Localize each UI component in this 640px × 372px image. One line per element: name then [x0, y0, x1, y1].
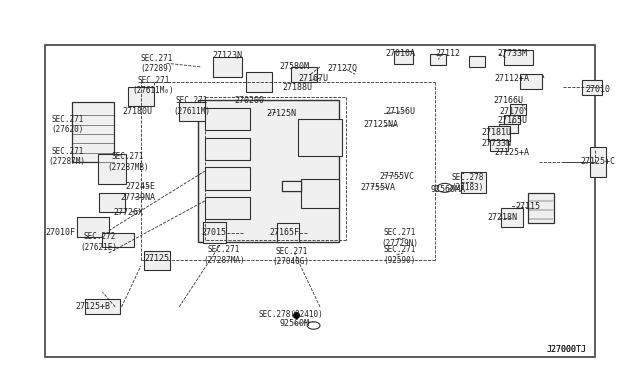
Text: 27245E: 27245E: [126, 182, 156, 190]
Bar: [205, 138, 250, 160]
Bar: [198, 100, 339, 242]
Text: SEC.271
(27287MA): SEC.271 (27287MA): [203, 245, 245, 264]
Bar: [277, 223, 300, 242]
Bar: [488, 126, 511, 141]
Text: 92560MA: 92560MA: [431, 185, 465, 194]
Text: SEC.278
(27183): SEC.278 (27183): [451, 173, 483, 192]
Bar: [85, 299, 120, 314]
Text: SEC.271
(27289): SEC.271 (27289): [141, 54, 173, 73]
Text: 27167U: 27167U: [299, 74, 328, 83]
Text: 27165U: 27165U: [497, 116, 527, 125]
Text: J27000TJ: J27000TJ: [547, 345, 586, 354]
Bar: [504, 115, 520, 124]
Bar: [582, 80, 602, 95]
Text: SEC.271
(27611M): SEC.271 (27611M): [173, 96, 211, 116]
Bar: [179, 102, 205, 121]
Text: SEC.271
(27611M₀): SEC.271 (27611M₀): [132, 76, 175, 95]
Text: 27580M: 27580M: [280, 62, 309, 71]
Text: SEC.271
(27287M): SEC.271 (27287M): [49, 147, 86, 166]
Text: J27000TJ: J27000TJ: [547, 345, 586, 354]
Text: SEC.271
(27287MB): SEC.271 (27287MB): [107, 152, 149, 171]
Text: SEC.271
(27620): SEC.271 (27620): [51, 115, 83, 134]
Text: 270200: 270200: [235, 96, 264, 105]
Text: 27156U: 27156U: [385, 107, 415, 116]
Text: 27165F: 27165F: [270, 228, 300, 237]
Bar: [77, 217, 109, 237]
Text: 27170: 27170: [499, 107, 525, 116]
Bar: [128, 87, 154, 106]
Bar: [246, 71, 272, 92]
Bar: [282, 182, 301, 191]
Bar: [282, 182, 301, 191]
Text: 27010A: 27010A: [385, 49, 415, 58]
Text: 27166U: 27166U: [494, 96, 524, 105]
Text: 27180U: 27180U: [123, 107, 152, 116]
Bar: [282, 182, 301, 191]
Bar: [212, 57, 241, 77]
Text: 27125+A: 27125+A: [495, 148, 529, 157]
Text: 27739NA: 27739NA: [120, 193, 155, 202]
Bar: [45, 45, 595, 357]
Bar: [501, 208, 524, 227]
Bar: [431, 54, 447, 65]
Text: SEC.271
(27040G): SEC.271 (27040G): [273, 247, 310, 266]
Bar: [102, 232, 134, 247]
Text: 27181U: 27181U: [481, 128, 511, 137]
Bar: [461, 172, 486, 193]
Text: 27115: 27115: [515, 202, 541, 211]
Text: 27127Q: 27127Q: [328, 64, 357, 73]
Bar: [204, 222, 226, 243]
Bar: [205, 197, 250, 219]
Bar: [490, 140, 508, 151]
Text: 27112: 27112: [435, 49, 461, 58]
Text: 92560M: 92560M: [280, 319, 309, 328]
Text: 27755VC: 27755VC: [380, 172, 414, 181]
Text: 27015: 27015: [202, 228, 227, 237]
Bar: [520, 74, 543, 89]
Text: 27188U: 27188U: [283, 83, 312, 92]
Text: 27726X: 27726X: [113, 208, 143, 217]
Bar: [282, 182, 301, 191]
Text: 27010F: 27010F: [46, 228, 76, 237]
Text: SEC.272
(27621E): SEC.272 (27621E): [81, 232, 118, 251]
Bar: [301, 179, 339, 208]
Bar: [468, 56, 485, 67]
Bar: [394, 51, 413, 64]
Bar: [528, 193, 554, 223]
Text: SEC.278(92410): SEC.278(92410): [259, 310, 324, 319]
Bar: [291, 67, 317, 82]
Text: 27112+A: 27112+A: [495, 74, 529, 83]
Bar: [99, 193, 125, 212]
Text: 27010: 27010: [586, 85, 611, 94]
Text: 27733N: 27733N: [481, 139, 511, 148]
Bar: [298, 119, 342, 156]
Text: SEC.271
(92590): SEC.271 (92590): [384, 245, 416, 264]
Text: 27123N: 27123N: [212, 51, 242, 60]
Text: 27125N: 27125N: [267, 109, 296, 118]
Text: 27218N: 27218N: [488, 213, 517, 222]
Text: 27733M: 27733M: [497, 49, 527, 58]
Bar: [504, 50, 533, 65]
Bar: [205, 167, 250, 190]
Bar: [205, 108, 250, 130]
Bar: [72, 102, 114, 162]
Bar: [499, 124, 518, 133]
Bar: [591, 147, 607, 177]
Text: 27125+C: 27125+C: [581, 157, 616, 166]
Text: 27755VA: 27755VA: [360, 183, 395, 192]
Bar: [144, 251, 170, 270]
Bar: [511, 104, 527, 115]
Text: 27125NA: 27125NA: [364, 120, 398, 129]
Bar: [97, 154, 127, 184]
Text: SEC.271
(27729N): SEC.271 (27729N): [381, 228, 419, 248]
Text: 27125: 27125: [144, 254, 170, 263]
Text: 27125+B: 27125+B: [76, 302, 110, 311]
